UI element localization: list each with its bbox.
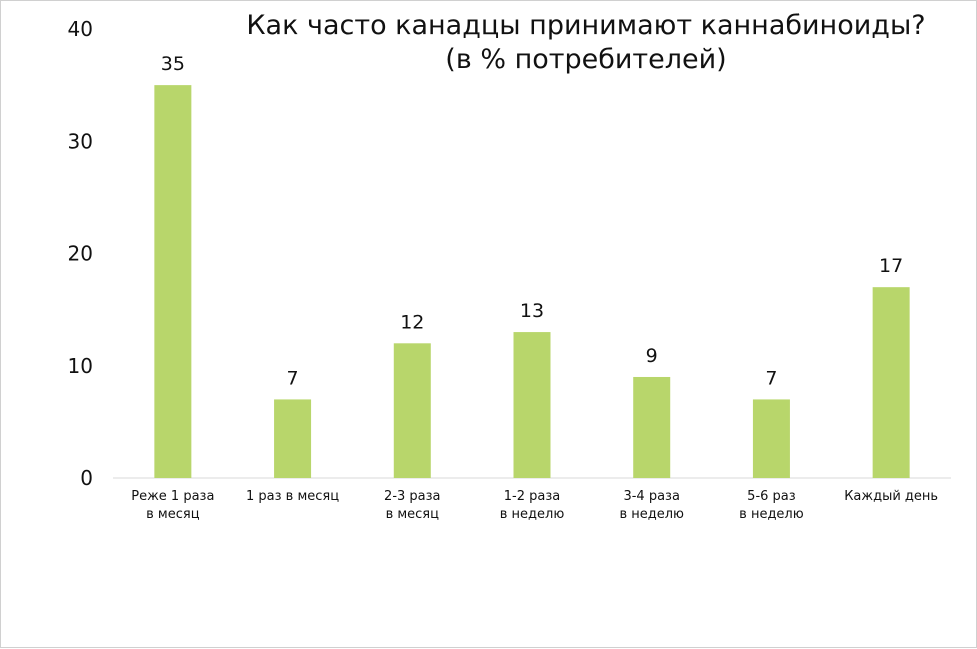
y-tick-label: 40 [68, 17, 93, 41]
x-tick-label: 2-3 раза в месяц [384, 489, 440, 522]
data-label: 7 [287, 367, 299, 389]
bar [513, 332, 551, 478]
y-tick-label: 0 [80, 466, 93, 490]
x-tick-label: 1-2 раза в неделю [500, 489, 565, 522]
x-tick-labels: Реже 1 раза в месяц 1 раз в месяц 2-3 раза в… [131, 489, 938, 522]
data-labels: 35 7 12 13 9 7 17 [161, 53, 903, 389]
y-tick-label: 10 [68, 354, 93, 378]
bar [154, 85, 192, 478]
data-label: 7 [765, 367, 777, 389]
x-tick-label: Каждый день [844, 489, 938, 504]
y-tick-labels: 0 10 20 30 40 [68, 17, 93, 490]
data-label: 13 [520, 300, 544, 322]
y-tick-label: 20 [68, 242, 93, 266]
data-label: 12 [400, 311, 424, 333]
chart-title: Как часто канадцы принимают каннабиноиды… [246, 10, 926, 75]
bar [872, 287, 910, 478]
bar [633, 376, 671, 478]
data-label: 17 [879, 255, 903, 277]
x-tick-label: 1 раз в месяц [246, 489, 339, 504]
bar [752, 399, 790, 478]
x-tick-label: 5-6 раз в неделю [739, 489, 804, 522]
x-tick-label: 3-4 раза в неделю [619, 489, 684, 522]
data-label: 9 [646, 345, 658, 367]
data-label: 35 [161, 53, 185, 75]
y-tick-label: 30 [68, 129, 93, 153]
bar [274, 399, 312, 478]
bar [393, 343, 431, 478]
bars [154, 85, 910, 478]
x-tick-label: Реже 1 раза в месяц [131, 489, 214, 522]
